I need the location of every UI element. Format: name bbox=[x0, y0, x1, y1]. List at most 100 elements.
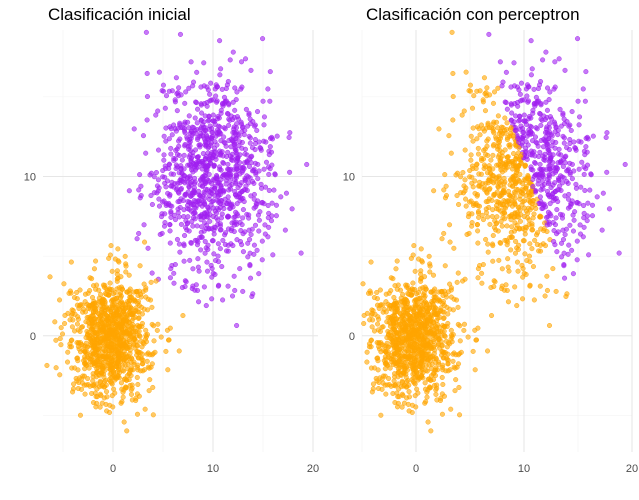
data-point-orange bbox=[428, 428, 434, 434]
data-point-orange bbox=[134, 343, 140, 349]
data-point-orange bbox=[517, 189, 523, 195]
data-point-orange bbox=[119, 367, 125, 373]
data-point-purple bbox=[223, 85, 229, 92]
data-point-orange bbox=[133, 338, 139, 345]
data-point-purple bbox=[228, 186, 234, 192]
data-point-purple bbox=[544, 107, 550, 113]
data-point-purple bbox=[570, 271, 576, 277]
data-point-purple bbox=[255, 176, 261, 182]
data-point-orange bbox=[415, 334, 422, 340]
data-point-orange bbox=[394, 258, 400, 264]
y-tick-label: 0 bbox=[349, 331, 355, 343]
data-point-orange bbox=[123, 314, 129, 320]
data-point-purple bbox=[546, 121, 553, 127]
data-point-purple bbox=[212, 185, 218, 191]
data-point-purple bbox=[578, 139, 584, 145]
data-point-purple bbox=[198, 229, 204, 235]
data-point-orange bbox=[516, 145, 522, 151]
data-point-orange bbox=[137, 291, 144, 297]
data-point-purple bbox=[229, 201, 235, 207]
data-point-orange bbox=[143, 285, 149, 291]
data-point-orange bbox=[117, 295, 124, 301]
data-point-purple bbox=[248, 275, 254, 281]
data-point-purple bbox=[578, 184, 584, 190]
data-point-purple bbox=[229, 226, 235, 232]
data-point-purple bbox=[188, 135, 194, 141]
data-point-purple bbox=[240, 215, 246, 221]
data-point-purple bbox=[243, 106, 249, 112]
data-point-purple bbox=[267, 144, 273, 150]
data-point-purple bbox=[226, 166, 232, 172]
data-point-orange bbox=[104, 389, 110, 395]
data-point-purple bbox=[606, 206, 612, 212]
data-point-purple bbox=[217, 38, 223, 44]
data-point-orange bbox=[476, 214, 482, 220]
data-point-orange bbox=[151, 338, 157, 344]
data-point-purple bbox=[546, 136, 552, 142]
data-point-orange bbox=[507, 144, 513, 150]
data-point-orange bbox=[394, 308, 400, 315]
data-point-orange bbox=[57, 372, 63, 378]
data-point-purple bbox=[214, 84, 220, 90]
data-point-purple bbox=[192, 210, 198, 216]
data-point-purple bbox=[244, 152, 250, 158]
data-point-purple bbox=[140, 133, 147, 139]
data-point-orange bbox=[480, 97, 486, 103]
data-point-purple bbox=[231, 124, 237, 130]
x-tick-label: 20 bbox=[307, 463, 319, 475]
data-point-orange bbox=[440, 381, 446, 388]
data-point-purple bbox=[186, 113, 192, 119]
data-point-purple bbox=[234, 129, 240, 135]
data-point-purple bbox=[156, 69, 162, 75]
data-point-orange bbox=[412, 268, 418, 274]
data-point-purple bbox=[149, 201, 155, 208]
data-point-purple bbox=[205, 87, 211, 93]
data-point-orange bbox=[475, 228, 481, 234]
data-point-orange bbox=[129, 382, 135, 388]
data-point-purple bbox=[168, 208, 174, 215]
data-point-orange bbox=[416, 256, 422, 262]
data-point-purple bbox=[225, 248, 231, 254]
data-point-purple bbox=[545, 214, 551, 220]
data-point-orange bbox=[403, 356, 409, 362]
data-point-orange bbox=[149, 361, 155, 367]
data-point-purple bbox=[221, 125, 227, 131]
data-point-orange bbox=[75, 327, 81, 333]
data-point-purple bbox=[221, 172, 227, 178]
data-point-purple bbox=[561, 140, 567, 146]
data-point-purple bbox=[179, 157, 185, 163]
data-point-orange bbox=[475, 151, 482, 157]
data-point-purple bbox=[554, 164, 560, 170]
data-point-purple bbox=[551, 238, 557, 245]
data-point-orange bbox=[103, 304, 110, 310]
data-point-orange bbox=[495, 113, 501, 119]
data-point-purple bbox=[162, 163, 168, 169]
data-point-orange bbox=[436, 289, 442, 295]
data-point-orange bbox=[109, 393, 115, 399]
data-point-orange bbox=[123, 377, 129, 383]
data-point-purple bbox=[210, 112, 216, 118]
data-point-purple bbox=[537, 161, 543, 167]
data-point-purple bbox=[545, 209, 552, 215]
data-point-purple bbox=[137, 172, 143, 178]
data-point-orange bbox=[116, 342, 122, 348]
data-point-orange bbox=[430, 302, 436, 308]
data-point-purple bbox=[582, 152, 588, 158]
data-point-orange bbox=[75, 314, 81, 320]
data-point-orange bbox=[59, 331, 66, 337]
data-point-purple bbox=[622, 161, 628, 167]
data-point-orange bbox=[118, 322, 124, 328]
data-point-orange bbox=[146, 388, 152, 394]
data-point-orange bbox=[431, 188, 437, 194]
data-point-orange bbox=[465, 334, 471, 340]
data-point-purple bbox=[231, 176, 238, 183]
data-point-purple bbox=[287, 130, 293, 136]
data-point-purple bbox=[198, 247, 204, 253]
data-point-orange bbox=[97, 372, 103, 378]
data-point-purple bbox=[250, 119, 256, 125]
data-point-purple bbox=[218, 167, 224, 173]
data-point-orange bbox=[136, 315, 142, 322]
data-point-purple bbox=[161, 133, 167, 139]
data-point-purple bbox=[539, 206, 545, 212]
data-point-orange bbox=[128, 359, 134, 365]
